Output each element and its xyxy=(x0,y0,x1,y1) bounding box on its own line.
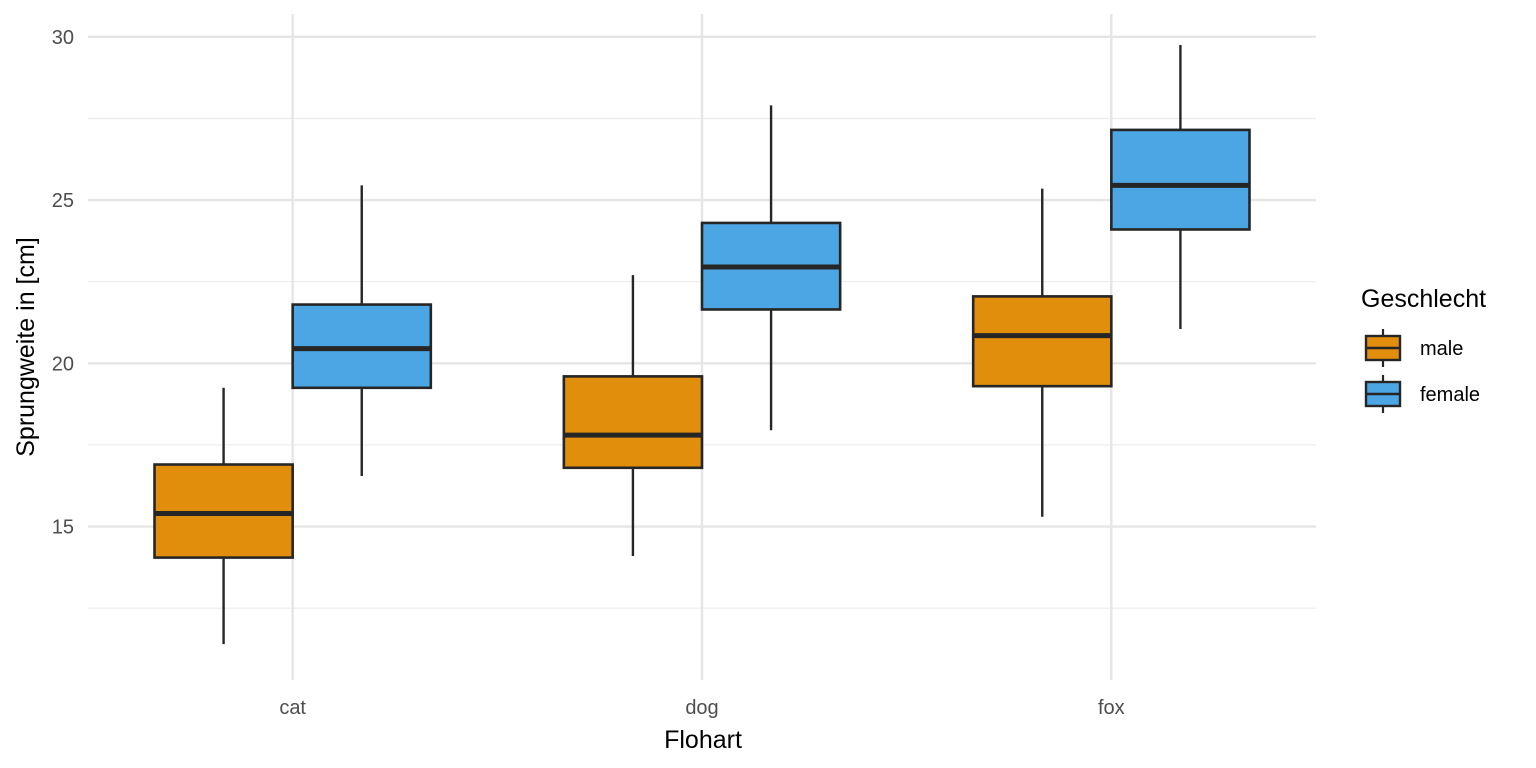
legend-label: male xyxy=(1420,338,1463,360)
y-tick-label: 30 xyxy=(52,27,74,49)
x-tick-label: cat xyxy=(279,697,306,719)
y-tick-label: 20 xyxy=(52,353,74,375)
box-male-fox xyxy=(971,188,1113,517)
box-body xyxy=(1110,128,1251,231)
y-tick-label: 25 xyxy=(52,190,74,212)
box-male-dog xyxy=(562,275,704,556)
box-body xyxy=(971,295,1113,388)
legend-item-female: female xyxy=(1364,375,1480,413)
legend-item-male: male xyxy=(1364,329,1463,367)
legend-label: female xyxy=(1420,384,1480,406)
y-tick-label: 15 xyxy=(52,517,74,539)
legend: Geschlecht male female xyxy=(1361,285,1486,413)
x-tick-label: fox xyxy=(1098,697,1125,719)
axis-layer: 15 20 25 30 cat dog fox xyxy=(52,27,1125,719)
x-axis-title: Flohart xyxy=(664,726,742,754)
box-body xyxy=(562,375,704,470)
legend-title: Geschlecht xyxy=(1361,285,1486,313)
box-male-cat xyxy=(153,387,294,645)
box-layer xyxy=(153,45,1251,645)
box-female-fox xyxy=(1110,45,1251,330)
y-axis-title: Sprungweite in [cm] xyxy=(12,237,40,457)
grid-layer xyxy=(88,14,1316,680)
box-female-cat xyxy=(291,185,433,476)
x-tick-label: dog xyxy=(685,697,718,719)
legend-items: male female xyxy=(1364,329,1480,413)
box-female-dog xyxy=(700,105,842,431)
